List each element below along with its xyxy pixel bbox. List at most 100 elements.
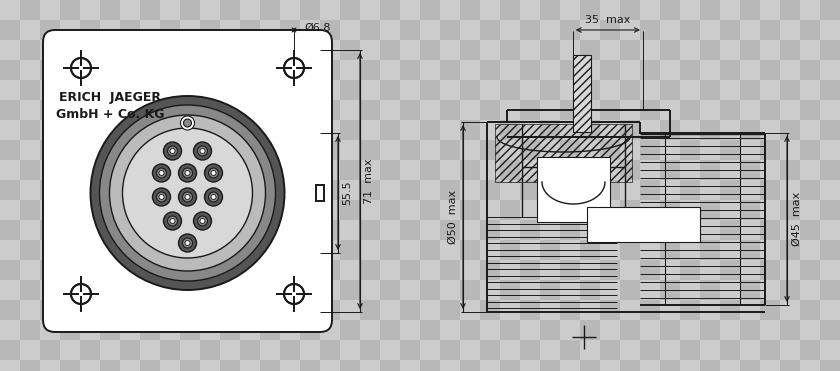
Circle shape xyxy=(99,105,276,281)
Bar xyxy=(500,20,520,40)
Bar xyxy=(40,60,60,80)
Bar xyxy=(280,0,300,20)
Bar xyxy=(80,20,100,40)
Bar xyxy=(540,100,560,120)
Bar xyxy=(500,260,520,280)
Bar xyxy=(300,200,320,220)
Bar xyxy=(560,240,580,260)
Bar xyxy=(560,140,580,160)
Bar xyxy=(440,0,460,20)
Bar xyxy=(120,160,140,180)
Bar xyxy=(80,0,100,20)
Bar xyxy=(400,280,420,300)
Circle shape xyxy=(208,192,218,202)
Bar xyxy=(820,20,840,40)
Bar xyxy=(160,60,180,80)
Bar xyxy=(640,60,660,80)
Bar xyxy=(580,160,600,180)
Bar xyxy=(320,40,340,60)
Bar xyxy=(520,300,540,320)
Bar xyxy=(340,180,360,200)
Circle shape xyxy=(204,188,223,206)
Bar xyxy=(380,340,400,360)
Bar xyxy=(100,300,120,320)
Bar xyxy=(540,180,560,200)
Bar xyxy=(20,320,40,340)
Bar xyxy=(320,60,340,80)
Bar xyxy=(180,360,200,371)
Bar xyxy=(760,240,780,260)
Bar xyxy=(540,200,560,220)
Bar xyxy=(280,100,300,120)
Bar xyxy=(460,220,480,240)
Bar xyxy=(340,40,360,60)
Bar xyxy=(60,40,80,60)
Bar xyxy=(620,340,640,360)
Bar xyxy=(20,60,40,80)
Bar xyxy=(600,280,620,300)
Circle shape xyxy=(211,194,216,200)
Bar xyxy=(60,320,80,340)
Bar xyxy=(560,320,580,340)
Bar xyxy=(760,360,780,371)
Bar xyxy=(200,160,220,180)
Bar xyxy=(280,120,300,140)
Bar xyxy=(740,200,760,220)
Circle shape xyxy=(193,212,212,230)
Bar xyxy=(540,120,560,140)
Bar xyxy=(540,40,560,60)
Bar xyxy=(460,340,480,360)
Bar xyxy=(820,160,840,180)
Bar xyxy=(320,280,340,300)
Bar xyxy=(200,320,220,340)
Bar xyxy=(520,100,540,120)
Bar xyxy=(100,100,120,120)
Bar xyxy=(820,40,840,60)
Bar xyxy=(260,80,280,100)
Bar xyxy=(60,0,80,20)
Bar xyxy=(820,260,840,280)
Bar xyxy=(0,240,20,260)
Bar xyxy=(320,0,340,20)
Bar xyxy=(420,160,440,180)
Bar xyxy=(40,120,60,140)
Bar xyxy=(620,240,640,260)
Bar xyxy=(80,260,100,280)
Bar xyxy=(120,0,140,20)
Bar xyxy=(740,160,760,180)
Bar xyxy=(200,100,220,120)
Bar xyxy=(700,280,720,300)
Bar xyxy=(300,60,320,80)
Bar xyxy=(460,100,480,120)
Bar xyxy=(520,120,540,140)
Bar xyxy=(780,320,800,340)
Bar xyxy=(160,80,180,100)
Bar xyxy=(640,80,660,100)
Bar xyxy=(360,0,380,20)
Bar xyxy=(140,220,160,240)
Bar xyxy=(700,220,720,240)
Text: GmbH + Co. KG: GmbH + Co. KG xyxy=(55,108,165,121)
Circle shape xyxy=(153,164,171,182)
Bar xyxy=(240,120,260,140)
Bar xyxy=(260,320,280,340)
Bar xyxy=(0,0,20,20)
Bar xyxy=(500,280,520,300)
Bar xyxy=(100,320,120,340)
Bar xyxy=(360,80,380,100)
Bar xyxy=(520,360,540,371)
Bar xyxy=(80,40,100,60)
Bar xyxy=(20,300,40,320)
Bar xyxy=(600,120,620,140)
Bar xyxy=(780,200,800,220)
Bar xyxy=(480,300,500,320)
Bar xyxy=(40,220,60,240)
Bar xyxy=(740,140,760,160)
Bar xyxy=(260,60,280,80)
Bar xyxy=(180,220,200,240)
Bar xyxy=(420,260,440,280)
Bar xyxy=(600,180,620,200)
Bar xyxy=(580,320,600,340)
Bar xyxy=(240,220,260,240)
Bar xyxy=(660,200,680,220)
